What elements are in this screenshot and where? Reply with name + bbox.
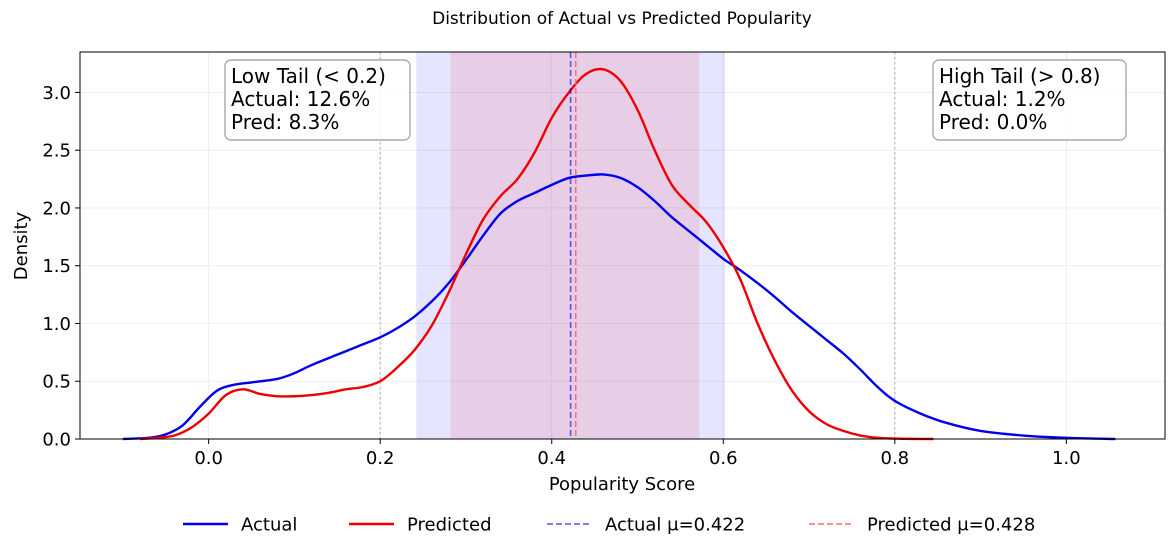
x-tick-label-0: 0.0 [194, 448, 223, 469]
y-tick-label-2: 1.0 [42, 314, 71, 335]
x-tick-label-1: 0.2 [366, 448, 395, 469]
y-tick-label-0: 0.0 [42, 430, 71, 451]
legend-label-2: Actual μ=0.422 [605, 515, 745, 536]
series-line-predicted [139, 67, 934, 441]
low-tail-box [224, 59, 411, 141]
x-tick-label-4: 0.8 [881, 448, 910, 469]
low-tail-box-line-2: Pred: 8.3% [231, 110, 339, 134]
x-tick-label-5: 1.0 [1052, 448, 1081, 469]
x-tick-label-3: 0.6 [709, 448, 738, 469]
y-tick-label-5: 2.5 [42, 141, 71, 162]
legend-label-3: Predicted μ=0.428 [867, 515, 1035, 536]
high-tail-box-line-1: Actual: 1.2% [939, 87, 1066, 111]
plot-area: 0.0 0.2 0.4 0.6 0.8 1.0 0.0 0.5 1.0 1.5 2.0 2.5 3.0 L… [42, 51, 1166, 469]
y-tick-label-3: 1.5 [42, 256, 71, 277]
y-tick-label-1: 0.5 [42, 372, 71, 393]
predicted-iqr-band [450, 52, 700, 439]
high-tail-box-line-0: High Tail (> 0.8) [939, 64, 1100, 88]
plot-frame [79, 51, 1166, 440]
low-tail-box-line-1: Actual: 12.6% [231, 87, 370, 111]
low-tail-box-line-0: Low Tail (< 0.2) [231, 64, 386, 88]
y-tick-label-6: 3.0 [42, 83, 71, 104]
chart-title: Distribution of Actual vs Predicted Popu… [432, 9, 812, 29]
y-axis-label: Density [11, 211, 32, 280]
legend: Actual Predicted Actual μ=0.422 Predicted μ… [183, 515, 1035, 536]
series-line-actual [122, 173, 1116, 441]
x-axis-label: Popularity Score [549, 474, 695, 495]
legend-label-1: Predicted [407, 515, 492, 536]
legend-label-0: Actual [241, 515, 297, 536]
high-tail-box-line-2: Pred: 0.0% [939, 110, 1047, 134]
y-tick-label-4: 2.0 [42, 198, 71, 219]
high-tail-box [932, 59, 1127, 141]
x-tick-label-2: 0.4 [537, 448, 566, 469]
